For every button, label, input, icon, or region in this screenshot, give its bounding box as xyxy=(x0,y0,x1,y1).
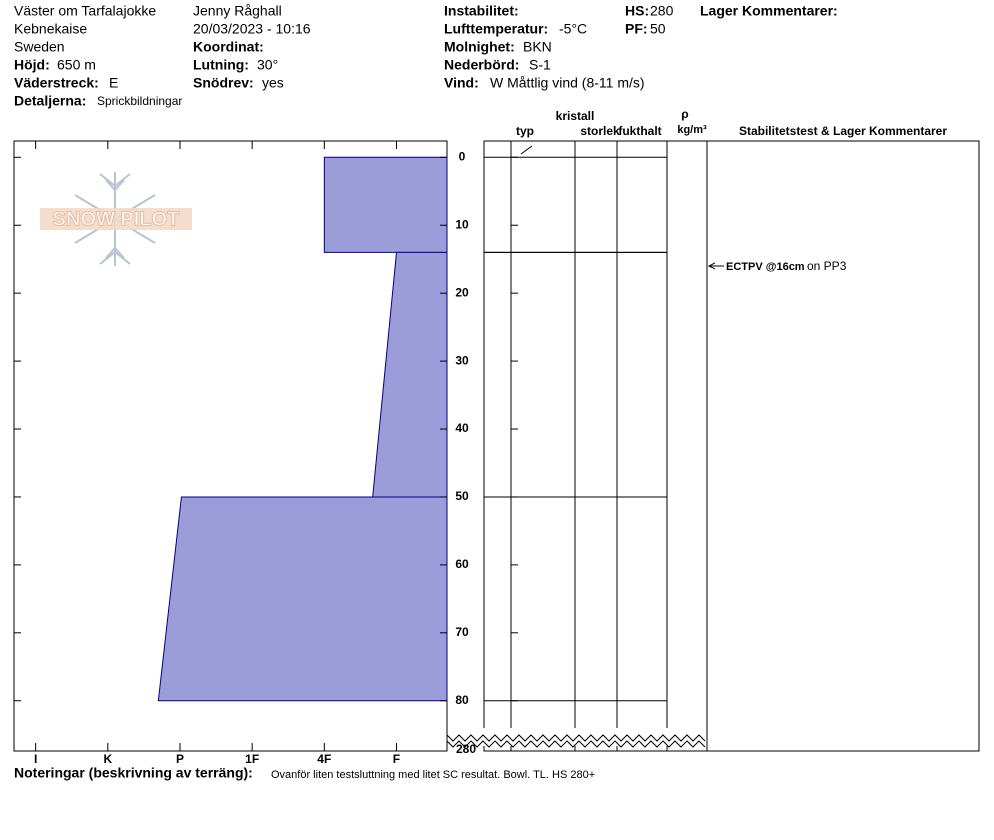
field-value: BKN xyxy=(523,39,552,55)
hardness-layer xyxy=(372,251,448,498)
column-header: typ xyxy=(516,124,534,138)
region: Kebnekaise xyxy=(14,21,87,37)
field-value: -5°C xyxy=(559,21,587,37)
x-tick-label: 1F xyxy=(245,752,259,766)
hardness-layer xyxy=(323,156,448,253)
logo-band xyxy=(40,208,192,230)
field-value: 650 m xyxy=(57,57,96,73)
notes-label: Noteringar (beskrivning av terräng): xyxy=(14,765,253,781)
field-value: S-1 xyxy=(529,57,551,73)
notes-text: Ovanför liten testsluttning med litet SC… xyxy=(271,769,595,781)
y-tick-label: 280 xyxy=(456,742,476,756)
field-label: Lager Kommentarer: xyxy=(700,3,838,19)
x-tick-label: K xyxy=(103,752,112,766)
y-tick-label: 30 xyxy=(455,353,469,367)
x-tick-label: F xyxy=(393,752,400,766)
test-note: on PP3 xyxy=(807,259,847,273)
y-tick-label: 50 xyxy=(455,489,469,503)
test-arrowhead xyxy=(707,262,716,270)
x-tick-label: 4F xyxy=(317,752,331,766)
datetime: 20/03/2023 - 10:16 xyxy=(193,21,311,37)
y-tick-label: 0 xyxy=(459,149,466,163)
crystal-symbol xyxy=(520,145,533,155)
field-label: Väderstreck: xyxy=(14,75,99,91)
field-value: E xyxy=(109,75,118,91)
y-tick-label: 60 xyxy=(455,557,469,571)
field-value: 280 xyxy=(650,3,674,19)
table-frame xyxy=(483,140,980,752)
table-columns xyxy=(510,141,708,751)
field-label: Vind: xyxy=(444,75,479,91)
field-label: HS: xyxy=(625,3,649,19)
field-label: Nederbörd: xyxy=(444,57,519,73)
field-label: Detaljerna: xyxy=(14,93,86,109)
field-label: Instabilitet: xyxy=(444,3,519,19)
hardness-layer xyxy=(157,496,448,702)
field-label: Lufttemperatur: xyxy=(444,21,548,37)
x-tick-label: P xyxy=(176,752,184,766)
test-label: ECTPV @16cm xyxy=(726,261,805,273)
x-tick-label: I xyxy=(34,752,37,766)
column-header: storlek xyxy=(580,124,620,138)
column-header: Stabilitetstest & Lager Kommentarer xyxy=(739,124,947,138)
y-tick-label: 70 xyxy=(455,625,469,639)
field-value: Sprickbildningar xyxy=(97,94,182,108)
break-line xyxy=(446,740,706,748)
column-header: kg/m³ xyxy=(677,124,707,136)
field-label: Lutning: xyxy=(193,57,249,73)
field-value: W Måttlig vind (8-11 m/s) xyxy=(490,75,645,91)
y-tick-label: 20 xyxy=(455,285,469,299)
field-label: PF: xyxy=(625,21,648,37)
site: Väster om Tarfalajokke xyxy=(14,3,156,19)
y-tick-label: 80 xyxy=(455,693,469,707)
field-label: Snödrev: xyxy=(193,75,254,91)
column-header: fukthalt xyxy=(618,124,661,138)
column-header: kristall xyxy=(556,109,595,123)
logo-text: SNOW PILOT xyxy=(53,208,180,230)
break-line xyxy=(446,734,706,742)
field-value: yes xyxy=(262,75,284,91)
country: Sweden xyxy=(14,39,65,55)
field-label: Höjd: xyxy=(14,57,50,73)
y-tick-label: 40 xyxy=(455,421,469,435)
y-tick-label: 10 xyxy=(455,217,469,231)
field-value: 50 xyxy=(650,21,666,37)
field-label: Molnighet: xyxy=(444,39,515,55)
field-value: 30° xyxy=(257,57,278,73)
observer: Jenny Råghall xyxy=(193,3,282,19)
column-header: ρ xyxy=(681,107,688,121)
field-label: Koordinat: xyxy=(193,39,264,55)
